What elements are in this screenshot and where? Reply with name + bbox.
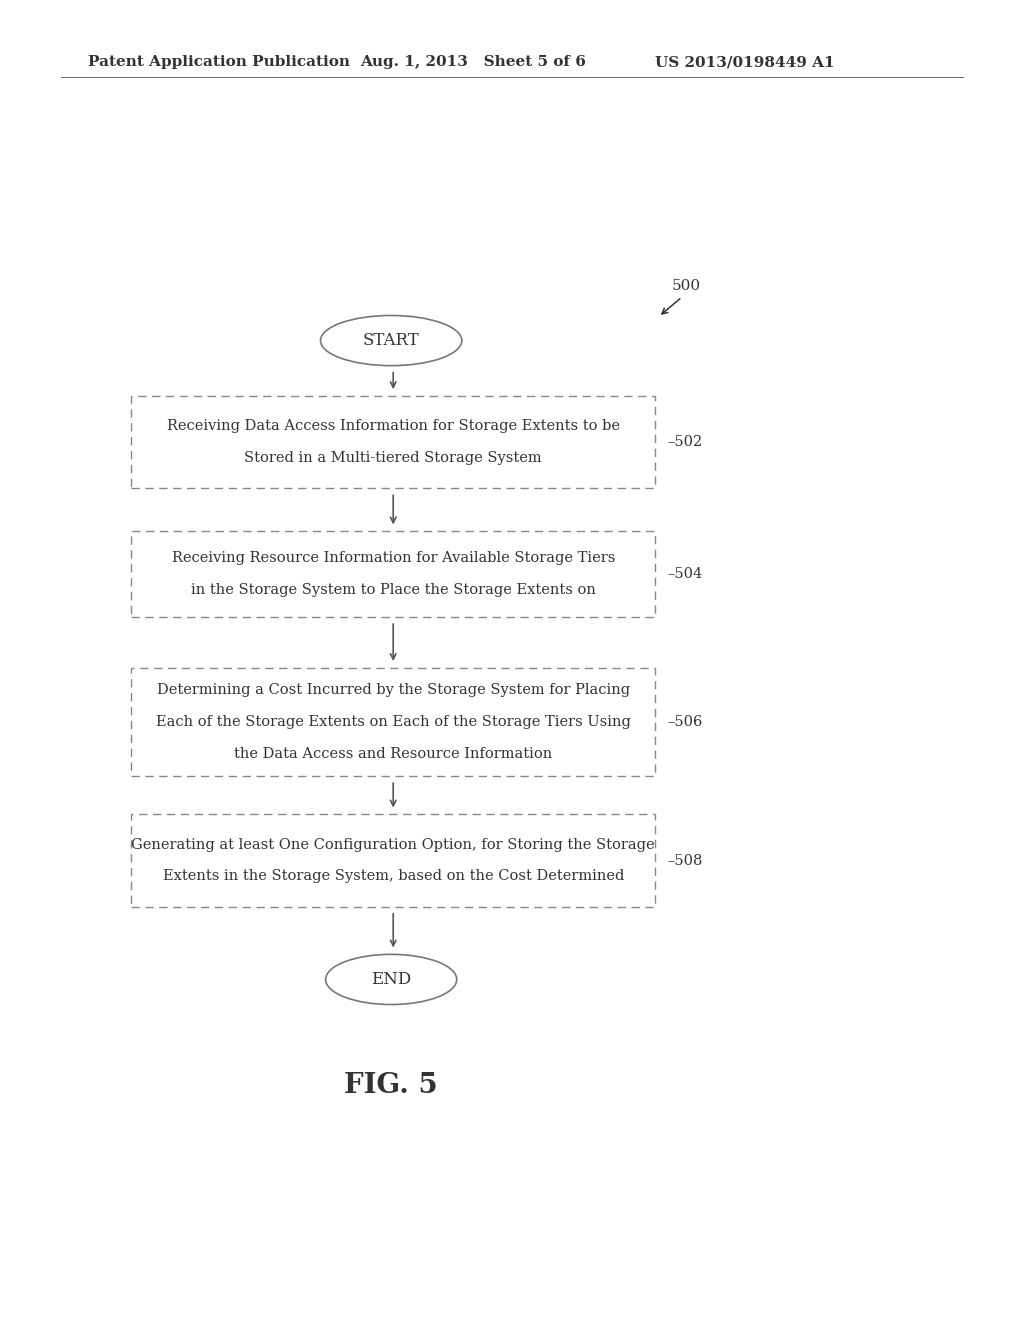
Text: Receiving Resource Information for Available Storage Tiers: Receiving Resource Information for Avail… bbox=[172, 552, 614, 565]
Text: the Data Access and Resource Information: the Data Access and Resource Information bbox=[234, 747, 552, 760]
Text: END: END bbox=[371, 972, 412, 987]
Text: Each of the Storage Extents on Each of the Storage Tiers Using: Each of the Storage Extents on Each of t… bbox=[156, 715, 631, 729]
Text: Determining a Cost Incurred by the Storage System for Placing: Determining a Cost Incurred by the Stora… bbox=[157, 684, 630, 697]
Text: Extents in the Storage System, based on the Cost Determined: Extents in the Storage System, based on … bbox=[163, 870, 624, 883]
Text: Patent Application Publication: Patent Application Publication bbox=[88, 55, 350, 69]
Ellipse shape bbox=[326, 954, 457, 1005]
Ellipse shape bbox=[321, 315, 462, 366]
Text: US 2013/0198449 A1: US 2013/0198449 A1 bbox=[655, 55, 835, 69]
Text: in the Storage System to Place the Storage Extents on: in the Storage System to Place the Stora… bbox=[190, 583, 596, 597]
Text: FIG. 5: FIG. 5 bbox=[344, 1072, 438, 1098]
Text: 500: 500 bbox=[672, 279, 700, 293]
Text: Generating at least One Configuration Option, for Storing the Storage: Generating at least One Configuration Op… bbox=[131, 838, 655, 851]
Text: START: START bbox=[362, 333, 420, 348]
Text: –506: –506 bbox=[668, 715, 703, 729]
Text: Stored in a Multi-tiered Storage System: Stored in a Multi-tiered Storage System bbox=[245, 451, 542, 465]
FancyBboxPatch shape bbox=[131, 814, 655, 907]
Text: –502: –502 bbox=[668, 436, 702, 449]
FancyBboxPatch shape bbox=[131, 396, 655, 488]
Text: –504: –504 bbox=[668, 568, 702, 581]
FancyBboxPatch shape bbox=[131, 532, 655, 618]
Text: Receiving Data Access Information for Storage Extents to be: Receiving Data Access Information for St… bbox=[167, 420, 620, 433]
Text: –508: –508 bbox=[668, 854, 703, 867]
FancyBboxPatch shape bbox=[131, 668, 655, 776]
Text: Aug. 1, 2013   Sheet 5 of 6: Aug. 1, 2013 Sheet 5 of 6 bbox=[360, 55, 587, 69]
